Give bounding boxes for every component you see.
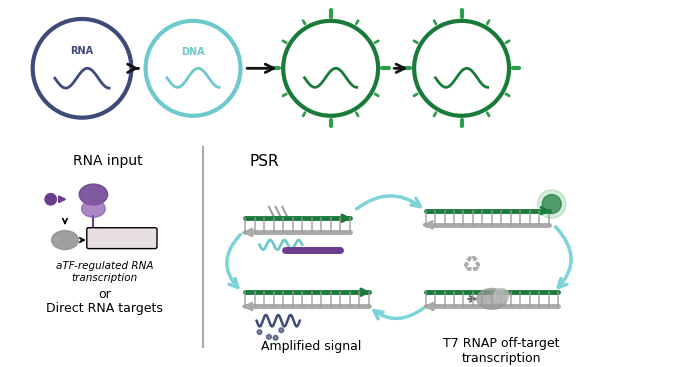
Circle shape — [33, 19, 132, 118]
Circle shape — [266, 334, 271, 339]
Ellipse shape — [477, 288, 507, 309]
Text: Direct RNA targets: Direct RNA targets — [47, 302, 163, 315]
Circle shape — [146, 21, 240, 116]
FancyArrowPatch shape — [227, 235, 240, 287]
Circle shape — [543, 195, 561, 214]
Circle shape — [436, 54, 464, 83]
Ellipse shape — [51, 230, 78, 250]
Circle shape — [414, 21, 509, 116]
Text: ♻: ♻ — [461, 256, 481, 276]
Circle shape — [257, 330, 262, 334]
FancyBboxPatch shape — [87, 228, 157, 248]
Circle shape — [273, 335, 278, 340]
Circle shape — [283, 21, 378, 116]
Text: RNA input: RNA input — [73, 154, 142, 168]
Circle shape — [279, 328, 284, 333]
FancyArrowPatch shape — [357, 196, 420, 209]
Text: PSR: PSR — [250, 154, 279, 169]
Text: RNA: RNA — [71, 46, 94, 56]
Text: Amplified signal: Amplified signal — [262, 340, 362, 353]
Text: aTF-regulated RNA
transcription: aTF-regulated RNA transcription — [56, 261, 153, 283]
FancyArrowPatch shape — [374, 308, 423, 319]
Circle shape — [45, 193, 56, 205]
Text: or: or — [99, 287, 111, 301]
Circle shape — [305, 54, 333, 83]
FancyArrowPatch shape — [556, 227, 571, 287]
Ellipse shape — [82, 200, 105, 217]
Text: DNA: DNA — [182, 47, 205, 57]
Text: T7 RNAP off-target
transcription: T7 RNAP off-target transcription — [443, 337, 560, 365]
Ellipse shape — [494, 288, 509, 302]
Ellipse shape — [79, 184, 108, 205]
Circle shape — [538, 190, 566, 218]
